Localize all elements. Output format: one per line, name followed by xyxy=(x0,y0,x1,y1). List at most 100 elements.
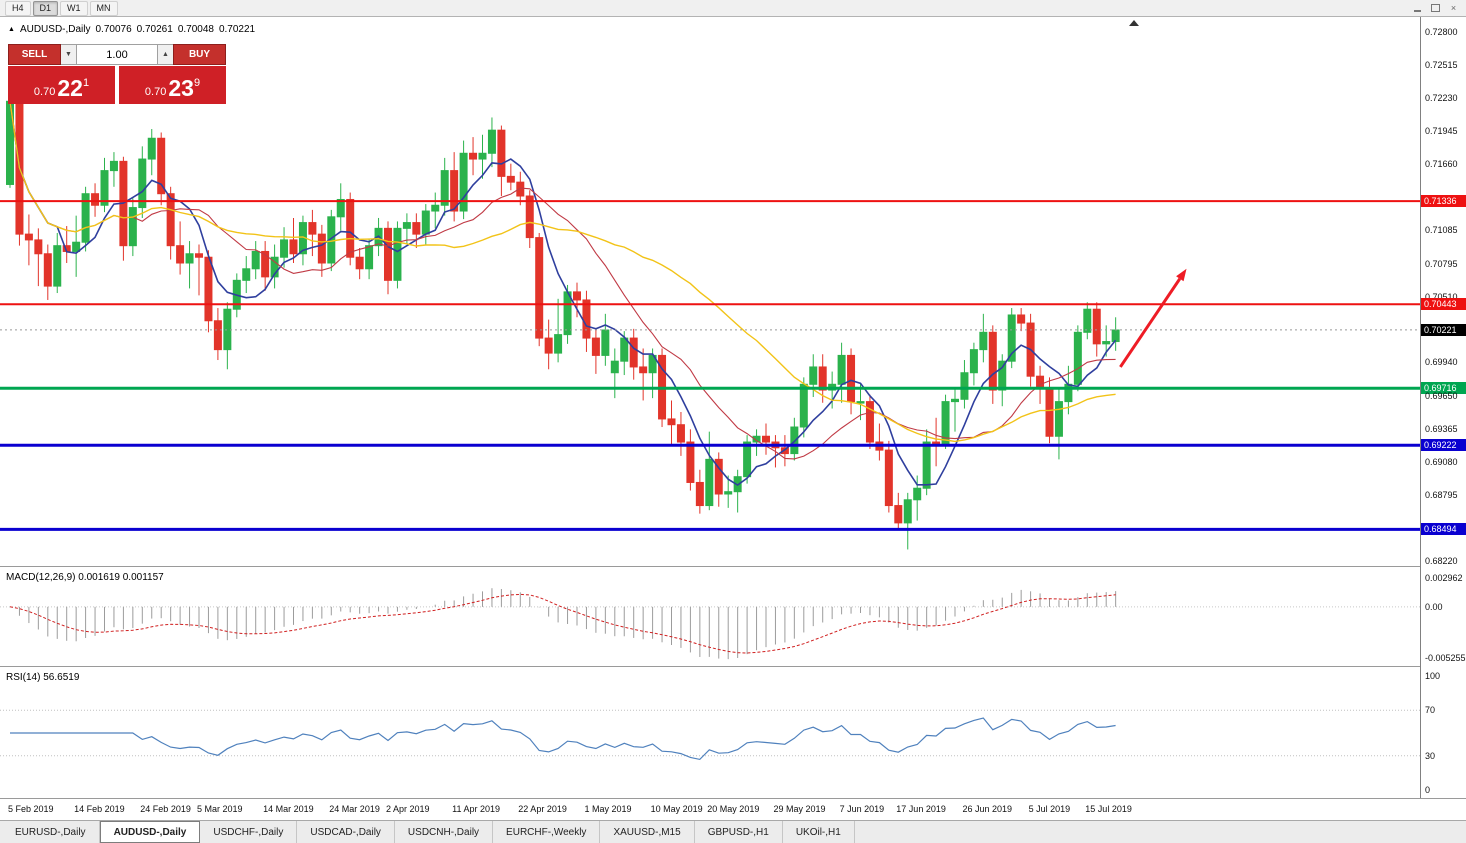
rsi-axis-label: 70 xyxy=(1425,705,1436,716)
chart-tab-eurchf-weekly[interactable]: EURCHF-,Weekly xyxy=(493,821,601,843)
price-axis: 0.72800 0.72515 0.72230 0.71945 0.71660 0.713… xyxy=(1420,17,1466,798)
price-axis-label: 0.72230 xyxy=(1425,92,1458,103)
minimize-icon[interactable] xyxy=(1410,2,1425,14)
pane-divider[interactable] xyxy=(0,666,1466,669)
window-controls: × xyxy=(1410,2,1461,14)
sell-price-sup: 1 xyxy=(82,77,90,89)
time-axis-label: 17 Jun 2019 xyxy=(896,804,946,814)
timeframe-button-h4[interactable]: H4 xyxy=(5,0,31,16)
price-axis-label: 0.72800 xyxy=(1425,27,1458,37)
price-axis-label: 0.70795 xyxy=(1425,258,1458,269)
time-axis-label: 26 Jun 2019 xyxy=(962,804,1012,814)
close-icon[interactable]: × xyxy=(1450,3,1457,13)
time-axis: 5 Feb 2019 14 Feb 2019 24 Feb 2019 5 Mar 20… xyxy=(0,798,1466,820)
macd-axis-label: 0.002962 xyxy=(1425,573,1463,583)
price-chart-pane: ▲ AUDUSD-,Daily 0.70076 0.70261 0.70048 … xyxy=(0,17,1420,566)
price-axis-label: 0.69365 xyxy=(1425,423,1458,434)
price-level-badge-green: 0.69716 xyxy=(1421,382,1466,395)
price-axis-label: 0.68220 xyxy=(1425,556,1458,566)
chart-tab-usdcnh-daily[interactable]: USDCNH-,Daily xyxy=(395,821,494,843)
rsi-chart xyxy=(0,709,1420,761)
time-axis-label: 11 Apr 2019 xyxy=(452,804,501,814)
low-value: 0.70048 xyxy=(177,24,214,35)
ma-line-mid xyxy=(9,101,1116,460)
timeframe-button-d1[interactable]: D1 xyxy=(32,0,59,16)
symbol-title: AUDUSD-,Daily xyxy=(19,24,91,35)
sell-button[interactable]: SELL xyxy=(8,44,61,65)
spin-down-icon: ▼ xyxy=(65,51,72,58)
time-axis-label: 5 Jul 2019 xyxy=(1028,804,1071,814)
rsi-label: RSI(14) 56.6519 xyxy=(6,672,80,683)
chart-ohlc-header: ▲ AUDUSD-,Daily 0.70076 0.70261 0.70048 … xyxy=(8,24,255,35)
trend-arrow[interactable] xyxy=(1119,268,1187,368)
chart-tab-audusd-daily[interactable]: AUDUSD-,Daily xyxy=(99,821,201,843)
macd-indicator-pane: MACD(12,26,9) 0.001619 0.001157 xyxy=(0,568,1420,666)
buy-price-box[interactable]: 0.70 23 9 xyxy=(119,66,226,104)
time-axis-label: 15 Jul 2019 xyxy=(1085,804,1132,814)
candlestick-chart xyxy=(0,20,1420,550)
chart-tab-gbpusd-h1[interactable]: GBPUSD-,H1 xyxy=(695,821,783,843)
spin-up-icon: ▲ xyxy=(162,51,169,58)
rsi-line xyxy=(10,717,1116,761)
high-value: 0.70261 xyxy=(136,24,173,35)
price-level-badge-blue: 0.69222 xyxy=(1421,439,1466,452)
macd-histogram xyxy=(18,588,1117,660)
price-axis-label: 0.68795 xyxy=(1425,489,1458,500)
price-axis-label: 0.69650 xyxy=(1425,390,1458,401)
time-axis-label: 10 May 2019 xyxy=(650,804,703,814)
buy-button[interactable]: BUY xyxy=(173,44,226,65)
time-axis-label: 1 May 2019 xyxy=(584,804,632,814)
chart-tab-xauusd-m15[interactable]: XAUUSD-,M15 xyxy=(600,821,695,843)
price-level-badge-red: 0.71336 xyxy=(1421,195,1466,208)
macd-axis-label: -0.005255 xyxy=(1425,653,1466,663)
price-axis-label: 0.69940 xyxy=(1425,357,1458,368)
close-value: 0.70221 xyxy=(218,24,256,35)
price-level-badge-blue: 0.68494 xyxy=(1421,523,1466,536)
rsi-axis-label: 0 xyxy=(1425,785,1431,795)
timeframe-button-mn[interactable]: MN xyxy=(89,0,118,16)
buy-price-big: 23 xyxy=(168,75,194,101)
time-axis-label: 24 Feb 2019 xyxy=(140,804,191,814)
time-axis-label: 5 Feb 2019 xyxy=(8,804,54,814)
chart-tab-ukoil-h1[interactable]: UKOil-,H1 xyxy=(783,821,855,843)
price-axis-label: 0.72515 xyxy=(1425,59,1458,70)
chart-tab-usdcad-daily[interactable]: USDCAD-,Daily xyxy=(297,821,395,843)
volume-decrease-button[interactable]: ▼ xyxy=(61,44,76,65)
price-axis-label: 0.69080 xyxy=(1425,456,1458,467)
chart-tab-usdchf-daily[interactable]: USDCHF-,Daily xyxy=(200,821,298,843)
rsi-axis-label: 30 xyxy=(1425,750,1436,761)
pane-divider[interactable] xyxy=(0,566,1466,569)
time-axis-label: 20 May 2019 xyxy=(707,804,760,814)
rsi-axis-label: 100 xyxy=(1425,671,1441,681)
price-axis-label: 0.71660 xyxy=(1425,158,1458,169)
macd-label: MACD(12,26,9) 0.001619 0.001157 xyxy=(6,572,164,583)
timeframe-button-w1[interactable]: W1 xyxy=(60,0,88,16)
macd-signal-line xyxy=(9,593,1116,654)
time-axis-label: 29 May 2019 xyxy=(773,804,826,814)
chart-shift-marker-icon[interactable] xyxy=(1129,20,1139,26)
chart-tab-bar: EURUSD-,Daily AUDUSD-,Daily USDCHF-,Daily U… xyxy=(0,820,1466,843)
timeframe-toolbar: H4 D1 W1 MN × xyxy=(0,0,1466,17)
price-axis-label: 0.70510 xyxy=(1425,291,1458,302)
ma-line-slow xyxy=(9,101,1116,443)
sell-price-box[interactable]: 0.70 22 1 xyxy=(8,66,115,104)
open-value: 0.70076 xyxy=(95,24,132,35)
chart-tab-eurusd-daily[interactable]: EURUSD-,Daily xyxy=(2,821,100,843)
price-level-badge-current: 0.70221 xyxy=(1421,323,1466,336)
one-click-trade-panel: SELL ▼ 1.00 ▲ BUY 0.70 22 1 0.70 23 9 xyxy=(8,44,226,104)
time-axis-label: 7 Jun 2019 xyxy=(839,804,885,814)
macd-axis-label: 0.00 xyxy=(1425,601,1443,612)
symbol-marker-icon: ▲ xyxy=(8,25,15,33)
buy-price-prefix: 0.70 xyxy=(144,86,167,98)
volume-input[interactable]: 1.00 xyxy=(76,44,158,65)
time-axis-label: 24 Mar 2019 xyxy=(329,804,380,814)
time-axis-label: 2 Apr 2019 xyxy=(386,804,430,814)
time-axis-label: 22 Apr 2019 xyxy=(518,804,567,814)
price-axis-label: 0.71085 xyxy=(1425,225,1458,236)
candlestick-series xyxy=(6,92,1120,550)
time-axis-label: 5 Mar 2019 xyxy=(197,804,243,814)
restore-icon[interactable] xyxy=(1428,2,1443,14)
sell-price-big: 22 xyxy=(57,75,83,101)
volume-increase-button[interactable]: ▲ xyxy=(158,44,173,65)
